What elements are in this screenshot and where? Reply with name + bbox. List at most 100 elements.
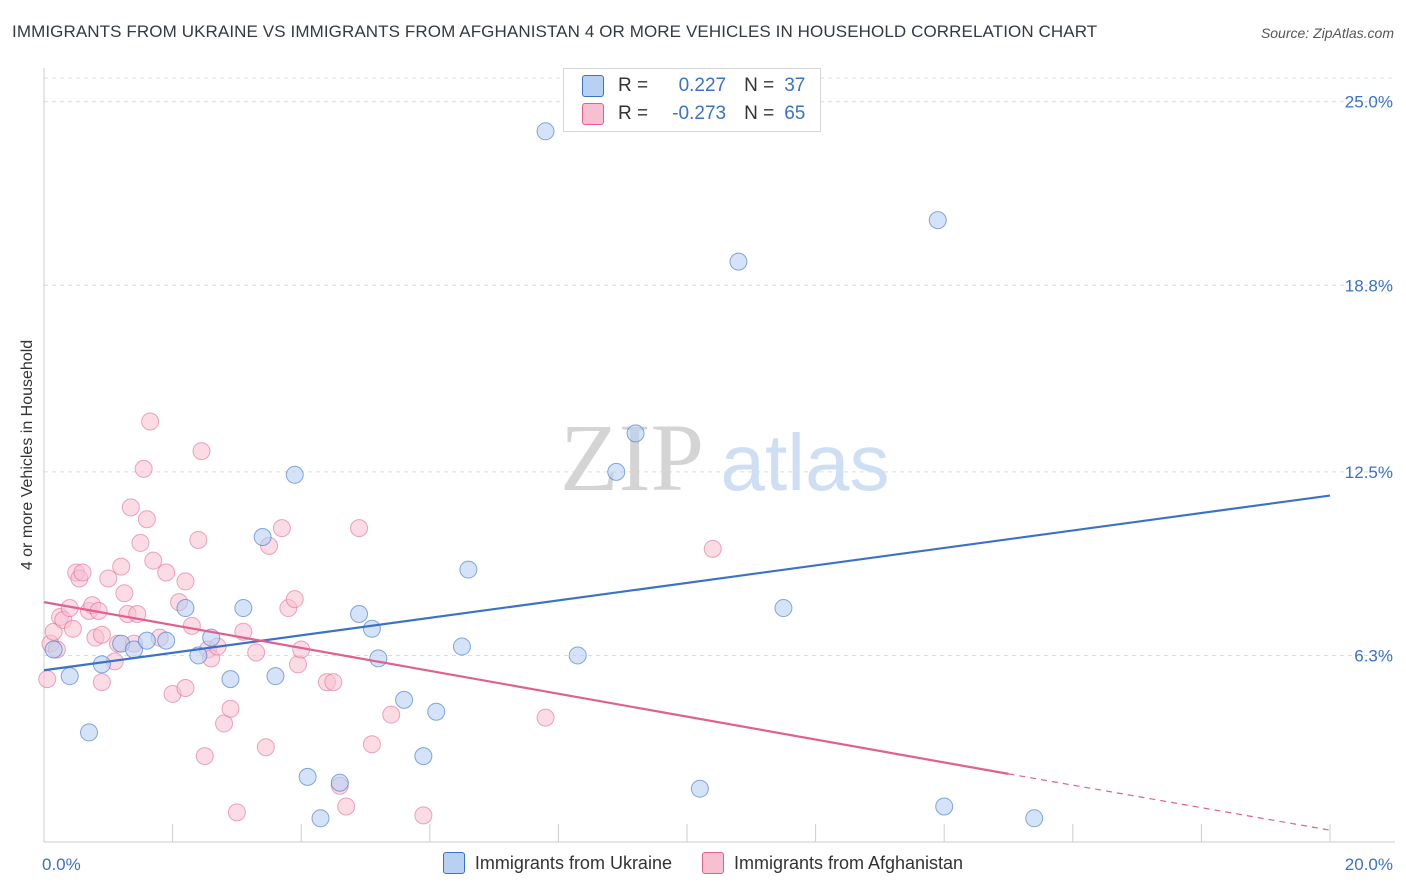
afghanistan-point bbox=[324, 673, 343, 692]
bottom-legend-label-ukraine: Immigrants from Ukraine bbox=[474, 852, 672, 873]
y-tick-label: 12.5% bbox=[1345, 463, 1393, 482]
afghanistan-point bbox=[337, 797, 356, 816]
legend-r-value: 0.227 bbox=[678, 75, 727, 96]
bottom-legend-swatch-afghanistan bbox=[701, 852, 724, 874]
afghanistan-point bbox=[350, 519, 369, 538]
ukraine-trend-line bbox=[43, 494, 1331, 672]
afghanistan-point bbox=[92, 625, 111, 644]
ukraine-point bbox=[234, 599, 253, 618]
legend: R = 0.227 N = 37 R = -0.273 N = 65 bbox=[563, 68, 821, 132]
watermark-atlas: atlas bbox=[721, 418, 890, 507]
bottom-legend-ukraine: Immigrants from Ukraine bbox=[442, 852, 672, 874]
ukraine-point bbox=[690, 779, 709, 798]
ukraine-point bbox=[536, 122, 555, 141]
afghanistan-point bbox=[221, 699, 240, 718]
ukraine-point bbox=[935, 797, 954, 816]
ukraine-point bbox=[92, 655, 111, 674]
ukraine-point bbox=[285, 465, 304, 484]
ukraine-point bbox=[626, 424, 645, 443]
legend-n-value: 65 bbox=[784, 103, 806, 124]
afghanistan-trend-line bbox=[43, 601, 1009, 775]
afghanistan-point bbox=[112, 557, 131, 576]
watermark-zip: ZIP bbox=[560, 404, 704, 511]
afghanistan-point bbox=[272, 519, 291, 538]
afghanistan-point bbox=[414, 806, 433, 825]
legend-swatch-ukraine bbox=[582, 75, 604, 97]
afghanistan-point bbox=[227, 803, 246, 822]
gridlines bbox=[44, 77, 1395, 656]
afghanistan-point bbox=[134, 459, 153, 478]
y-tick-label: 25.0% bbox=[1345, 93, 1393, 112]
afghanistan-point bbox=[256, 738, 275, 757]
ukraine-point bbox=[137, 631, 156, 650]
afghanistan-point bbox=[176, 572, 195, 591]
legend-r-label: R = bbox=[618, 75, 649, 96]
afghanistan-point bbox=[92, 673, 111, 692]
legend-row-afghanistan: R = -0.273 N = 65 bbox=[582, 102, 805, 126]
ukraine-point bbox=[395, 690, 414, 709]
afghanistan-point bbox=[285, 590, 304, 609]
afghanistan-point bbox=[141, 412, 160, 431]
legend-n-label: N = bbox=[744, 75, 775, 96]
legend-r-label: R = bbox=[618, 103, 649, 124]
afghanistan-point bbox=[63, 619, 82, 638]
afghanistan-point bbox=[121, 498, 140, 517]
afghanistan-point bbox=[137, 510, 156, 529]
afghanistan-trend-extension bbox=[1008, 773, 1331, 831]
ukraine-point bbox=[414, 747, 433, 766]
legend-r-value: -0.273 bbox=[672, 103, 727, 124]
afghanistan-point bbox=[536, 708, 555, 727]
ukraine-point bbox=[427, 702, 446, 721]
y-tick-label: 6.3% bbox=[1354, 646, 1393, 665]
afghanistan-point bbox=[192, 442, 211, 461]
x-tick-label: 0.0% bbox=[42, 855, 81, 874]
afghanistan-point bbox=[38, 670, 57, 689]
afghanistan-point bbox=[189, 530, 208, 549]
bottom-legend-afghanistan: Immigrants from Afghanistan bbox=[701, 852, 963, 874]
afghanistan-point bbox=[382, 705, 401, 724]
afghanistan-point bbox=[247, 643, 266, 662]
source-label: Source: ZipAtlas.com bbox=[1260, 25, 1394, 41]
ukraine-point bbox=[928, 211, 947, 230]
afghanistan-point bbox=[73, 563, 92, 582]
ukraine-point bbox=[330, 773, 349, 792]
ukraine-point bbox=[221, 670, 240, 689]
legend-row-ukraine: R = 0.227 N = 37 bbox=[582, 74, 805, 98]
legend-swatch-afghanistan bbox=[582, 103, 604, 125]
tick-labels: 6.3% 12.5% 18.8% 25.0% 0.0% 20.0% bbox=[42, 93, 1393, 874]
ukraine-point bbox=[607, 462, 626, 481]
ukraine-point bbox=[189, 646, 208, 665]
ukraine-point bbox=[459, 560, 478, 579]
watermark: ZIP atlas bbox=[560, 404, 889, 511]
ukraine-point bbox=[350, 604, 369, 623]
axes bbox=[43, 68, 1395, 843]
ukraine-point bbox=[452, 637, 471, 656]
afghanistan-point bbox=[44, 622, 63, 641]
y-tick-label: 18.8% bbox=[1345, 276, 1393, 295]
ukraine-point bbox=[1025, 809, 1044, 828]
x-tick-label: 20.0% bbox=[1345, 855, 1393, 874]
ukraine-points bbox=[44, 122, 1044, 828]
ukraine-point bbox=[253, 527, 272, 546]
ukraine-point bbox=[774, 599, 793, 618]
ukraine-point bbox=[311, 809, 330, 828]
afghanistan-point bbox=[703, 539, 722, 558]
ukraine-point bbox=[362, 619, 381, 638]
bottom-legend-swatch-ukraine bbox=[442, 852, 465, 874]
afghanistan-point bbox=[115, 584, 134, 603]
ukraine-point bbox=[369, 649, 388, 668]
ukraine-point bbox=[157, 631, 176, 650]
legend-n-label: N = bbox=[744, 103, 775, 124]
afghanistan-point bbox=[215, 714, 234, 733]
afghanistan-point bbox=[362, 735, 381, 754]
ukraine-point bbox=[60, 667, 79, 686]
ukraine-point bbox=[176, 599, 195, 618]
legend-n-value: 37 bbox=[784, 75, 806, 96]
ukraine-point bbox=[80, 723, 99, 742]
afghanistan-point bbox=[288, 655, 307, 674]
afghanistan-point bbox=[182, 616, 201, 635]
ukraine-point bbox=[266, 667, 285, 686]
ukraine-point bbox=[568, 646, 587, 665]
afghanistan-point bbox=[176, 679, 195, 698]
